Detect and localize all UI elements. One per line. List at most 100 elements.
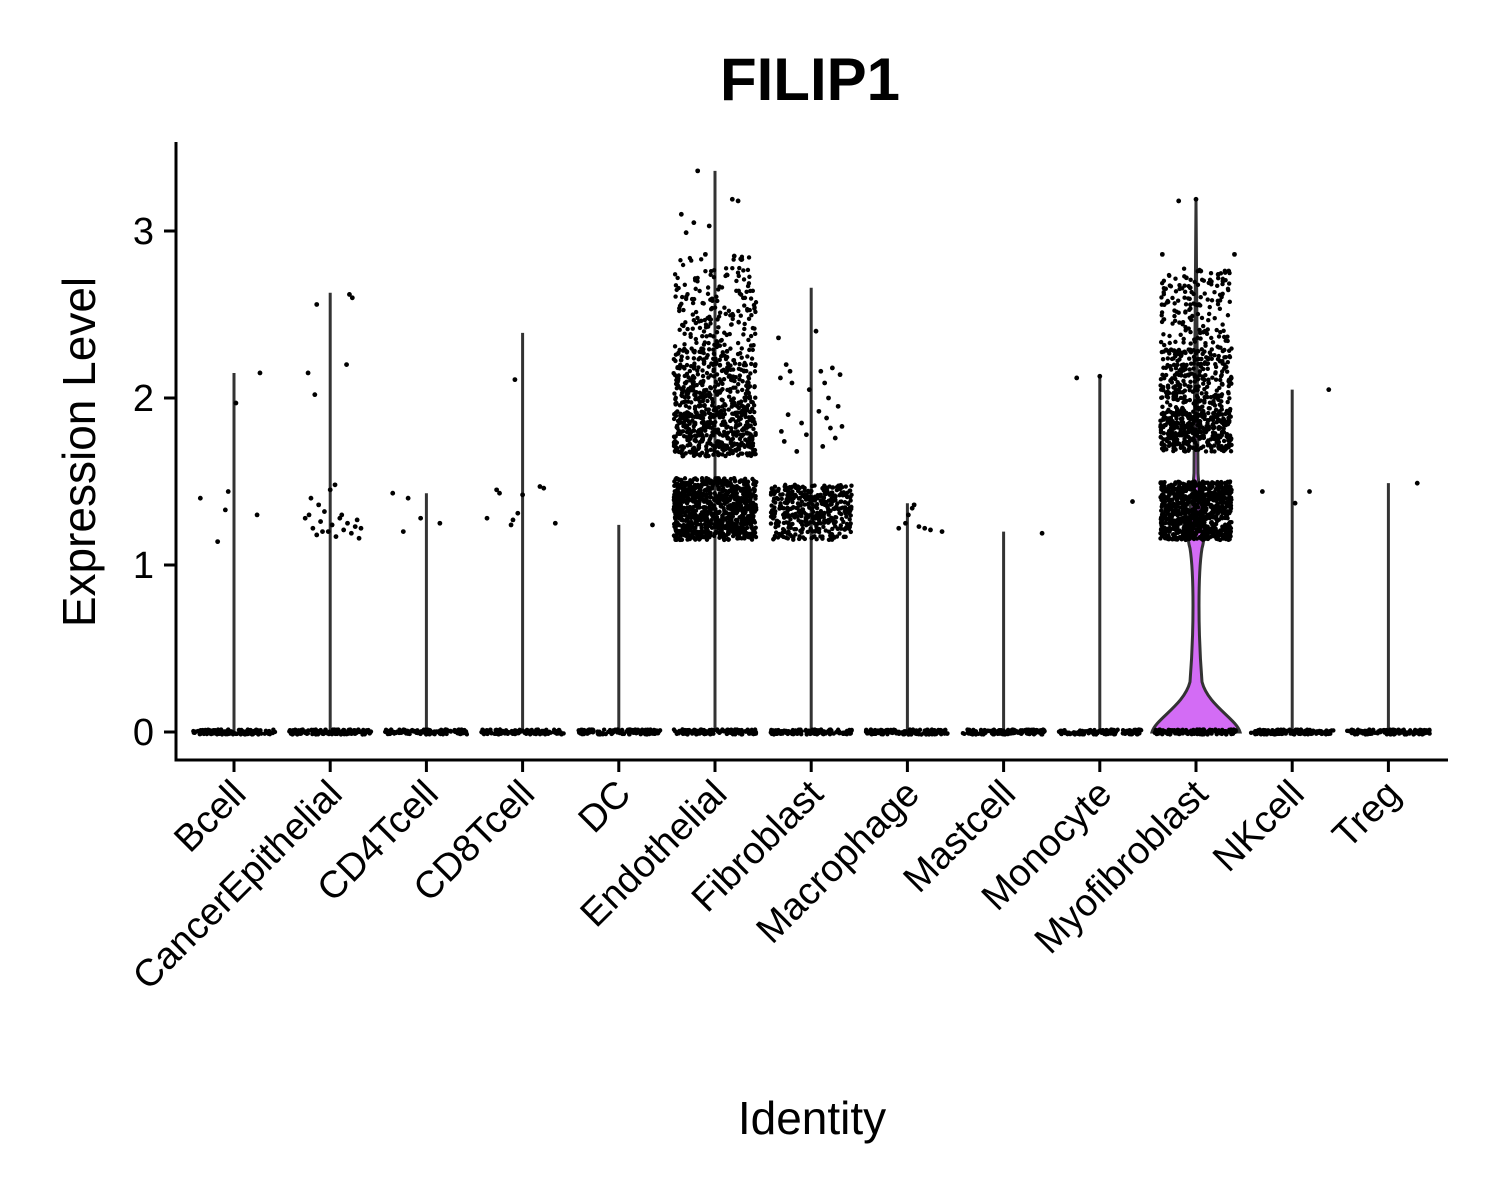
point (683, 509, 688, 515)
point (846, 511, 852, 516)
point (752, 409, 757, 415)
point (341, 527, 347, 533)
point (695, 429, 700, 434)
point (1190, 533, 1195, 538)
point (1197, 528, 1202, 534)
point (518, 729, 524, 734)
point (707, 333, 713, 338)
point (1184, 484, 1189, 489)
point (698, 532, 703, 538)
point (734, 484, 740, 489)
point (356, 728, 362, 733)
point (1135, 727, 1140, 733)
point (484, 515, 490, 521)
point (748, 496, 753, 502)
point (537, 484, 543, 489)
point (716, 452, 721, 458)
point (785, 412, 791, 418)
point (726, 394, 732, 399)
point (728, 482, 733, 487)
point (1190, 730, 1196, 735)
point (609, 731, 614, 737)
point (932, 728, 937, 733)
point (1159, 508, 1164, 513)
point (444, 731, 449, 737)
point (928, 527, 933, 533)
point (1214, 482, 1220, 487)
point (776, 531, 782, 537)
point (706, 340, 711, 346)
point (715, 727, 720, 732)
point (727, 373, 732, 378)
point (684, 417, 689, 423)
point (716, 314, 722, 319)
point (933, 731, 939, 737)
point (837, 493, 842, 498)
point (653, 728, 658, 733)
point (702, 403, 707, 408)
point (1192, 484, 1197, 489)
point (845, 494, 850, 500)
point (706, 223, 712, 229)
point (720, 398, 725, 403)
point (676, 477, 682, 483)
point (1062, 729, 1068, 734)
point (841, 490, 846, 495)
point (524, 731, 529, 736)
point (796, 496, 802, 501)
point (679, 354, 684, 359)
point (720, 404, 725, 409)
point (428, 728, 433, 734)
point (737, 377, 742, 382)
chart-title: FILIP1 (720, 46, 900, 113)
point (314, 532, 320, 538)
point (695, 368, 700, 373)
points-Fibroblast (776, 328, 845, 454)
point (748, 517, 753, 522)
point (698, 427, 704, 432)
point (1213, 521, 1218, 527)
point (684, 362, 690, 368)
point (354, 517, 360, 523)
point (1160, 502, 1165, 508)
point (705, 398, 710, 404)
violin-group-Treg (1345, 480, 1432, 737)
point (1314, 730, 1320, 736)
point (879, 731, 884, 737)
point (723, 311, 728, 317)
point (701, 301, 706, 306)
point (300, 728, 305, 733)
point (304, 731, 310, 737)
point (1299, 730, 1305, 736)
point (716, 430, 721, 436)
point (738, 416, 744, 421)
point (1077, 731, 1082, 737)
point (722, 419, 727, 424)
point (806, 513, 812, 518)
point (681, 323, 686, 329)
point (1295, 727, 1300, 732)
point (689, 346, 694, 351)
point (907, 730, 912, 735)
point (785, 485, 791, 491)
plot-area (191, 168, 1432, 737)
point (271, 727, 276, 732)
point (688, 334, 693, 339)
point (720, 520, 725, 525)
point (742, 444, 747, 450)
point (717, 363, 723, 368)
point (731, 731, 737, 736)
point (233, 400, 239, 406)
point (835, 526, 840, 531)
violin-group-NKcell (1248, 387, 1336, 737)
point (1019, 730, 1025, 735)
point (809, 535, 814, 541)
point (1176, 198, 1182, 204)
point (720, 488, 725, 493)
point (217, 731, 222, 736)
point (448, 729, 454, 734)
point (692, 406, 698, 412)
point (713, 379, 719, 384)
point (685, 516, 690, 521)
point (1218, 499, 1224, 505)
